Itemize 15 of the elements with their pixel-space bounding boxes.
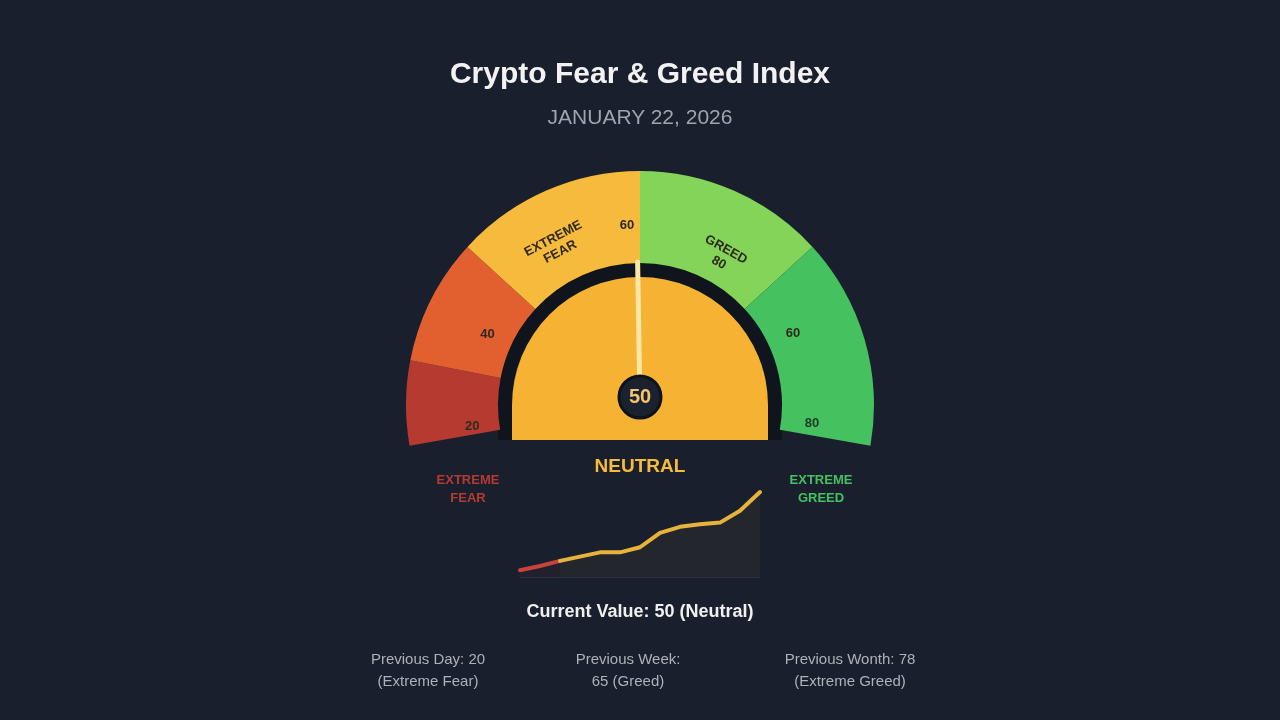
text: 80 [804,415,820,430]
text: 60 [619,217,635,232]
text: NEUTRAL [594,455,686,476]
chart-title: Crypto Fear & Greed Index [449,56,831,89]
text: EXTREME GREED [789,472,853,505]
text: Current Value: 50 (Neutral) [526,601,754,621]
slice-label: 60 [785,325,801,341]
text: Previous Week: 65 (Greed) [575,650,681,689]
chart-subtitle: JANUARY 22, 2026 [547,105,733,128]
text: EXTREME FEAR [436,472,500,505]
text: Previous Day: 20 (Extreme Fear) [370,650,486,689]
text: 50 [628,385,652,407]
text: Previous Wonth: 78 (Extreme Greed) [784,650,916,689]
slice-label: 20 [465,417,480,433]
slice-label: 40 [480,326,495,342]
